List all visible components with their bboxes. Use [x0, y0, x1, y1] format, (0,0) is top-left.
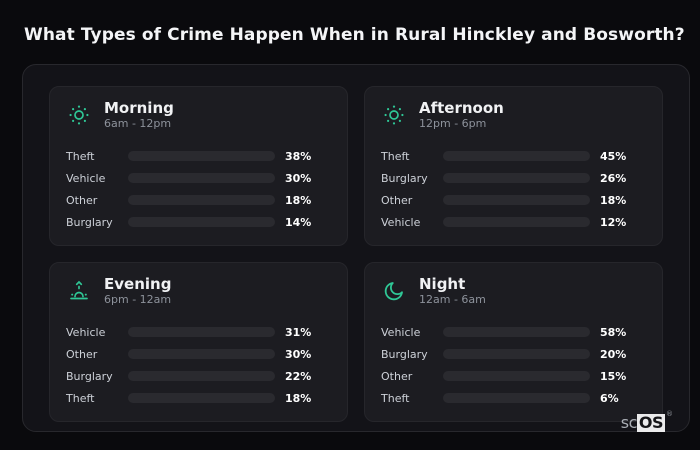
bar-row: Theft 6%: [381, 387, 646, 409]
bar-row: Vehicle 31%: [66, 321, 331, 343]
bar-row: Vehicle 30%: [66, 167, 331, 189]
bar-label: Theft: [381, 149, 410, 163]
panel-title: Afternoon: [419, 99, 504, 117]
bar-row: Burglary 22%: [66, 365, 331, 387]
bar-value: 14%: [285, 215, 312, 229]
bar-track: [128, 327, 275, 337]
bar-track: [128, 195, 275, 205]
panel-afternoon-header: Afternoon 12pm - 6pm: [381, 99, 646, 131]
bar-value: 12%: [600, 215, 627, 229]
panel-evening: Evening 6pm - 12am Vehicle 31% Other 30%…: [49, 262, 348, 422]
bar-track: [128, 371, 275, 381]
bar-track: [128, 173, 275, 183]
bar-row: Burglary 14%: [66, 211, 331, 233]
bar-row: Theft 38%: [66, 145, 331, 167]
panel-morning-header: Morning 6am - 12pm: [66, 99, 331, 131]
panel-time-range: 12am - 6am: [419, 293, 486, 306]
bar-label: Vehicle: [381, 215, 421, 229]
bar-label: Theft: [381, 391, 410, 405]
bar-label: Other: [66, 193, 98, 207]
panel-afternoon: Afternoon 12pm - 6pm Theft 45% Burglary …: [364, 86, 663, 246]
bar-value: 58%: [600, 325, 627, 339]
panel-evening-header: Evening 6pm - 12am: [66, 275, 331, 307]
scos-logo[interactable]: sc OS ®: [620, 410, 673, 432]
bar-value: 31%: [285, 325, 312, 339]
bar-row: Theft 18%: [66, 387, 331, 409]
bar-track: [443, 393, 590, 403]
scos-logo-core: OS: [636, 413, 665, 432]
bar-value: 6%: [600, 391, 619, 405]
bar-row: Other 30%: [66, 343, 331, 365]
bar-value: 30%: [285, 171, 312, 185]
bar-value: 15%: [600, 369, 627, 383]
bar-label: Other: [381, 193, 413, 207]
bar-value: 45%: [600, 149, 627, 163]
bar-label: Vehicle: [66, 171, 106, 185]
bar-list: Theft 45% Burglary 26% Other 18% Vehicle…: [381, 145, 646, 233]
bar-value: 18%: [285, 391, 312, 405]
bar-value: 20%: [600, 347, 627, 361]
bar-value: 38%: [285, 149, 312, 163]
bar-track: [128, 217, 275, 227]
bar-row: Other 18%: [381, 189, 646, 211]
moon-icon: [381, 278, 407, 304]
panel-night: Night 12am - 6am Vehicle 58% Burglary 20…: [364, 262, 663, 422]
bar-label: Other: [66, 347, 98, 361]
bar-track: [443, 349, 590, 359]
bar-list: Vehicle 58% Burglary 20% Other 15% Theft…: [381, 321, 646, 409]
registered-mark-icon: ®: [666, 410, 673, 418]
panel-time-range: 6pm - 12am: [104, 293, 172, 306]
bar-value: 22%: [285, 369, 312, 383]
bar-label: Burglary: [66, 369, 113, 383]
bar-label: Burglary: [381, 171, 428, 185]
bar-row: Theft 45%: [381, 145, 646, 167]
panel-time-range: 6am - 12pm: [104, 117, 172, 130]
panel-night-header: Night 12am - 6am: [381, 275, 646, 307]
bar-value: 26%: [600, 171, 627, 185]
bar-label: Theft: [66, 391, 95, 405]
bar-label: Theft: [66, 149, 95, 163]
bar-track: [128, 349, 275, 359]
panel-time-range: 12pm - 6pm: [419, 117, 487, 130]
bar-label: Vehicle: [381, 325, 421, 339]
bar-value: 18%: [600, 193, 627, 207]
bar-track: [443, 151, 590, 161]
bar-track: [443, 217, 590, 227]
sun-icon: [381, 102, 407, 128]
bar-track: [128, 151, 275, 161]
bar-label: Burglary: [66, 215, 113, 229]
bar-track: [443, 327, 590, 337]
scos-logo-prefix: sc: [620, 413, 638, 432]
bar-row: Vehicle 58%: [381, 321, 646, 343]
bar-track: [443, 173, 590, 183]
panel-morning: Morning 6am - 12pm Theft 38% Vehicle 30%…: [49, 86, 348, 246]
bar-row: Other 18%: [66, 189, 331, 211]
bar-row: Vehicle 12%: [381, 211, 646, 233]
panel-title: Evening: [104, 275, 172, 293]
sunrise-icon: [66, 278, 92, 304]
bar-track: [443, 195, 590, 205]
bar-row: Burglary 26%: [381, 167, 646, 189]
bar-row: Burglary 20%: [381, 343, 646, 365]
bar-row: Other 15%: [381, 365, 646, 387]
panel-title: Night: [419, 275, 466, 293]
crime-time-board: Morning 6am - 12pm Theft 38% Vehicle 30%…: [22, 64, 690, 432]
bar-track: [443, 371, 590, 381]
bar-value: 18%: [285, 193, 312, 207]
sun-icon: [66, 102, 92, 128]
panel-title: Morning: [104, 99, 174, 117]
bar-label: Burglary: [381, 347, 428, 361]
bar-list: Theft 38% Vehicle 30% Other 18% Burglary…: [66, 145, 331, 233]
bar-label: Other: [381, 369, 413, 383]
bar-value: 30%: [285, 347, 312, 361]
page-title: What Types of Crime Happen When in Rural…: [24, 25, 685, 45]
bar-list: Vehicle 31% Other 30% Burglary 22% Theft…: [66, 321, 331, 409]
bar-track: [128, 393, 275, 403]
bar-label: Vehicle: [66, 325, 106, 339]
